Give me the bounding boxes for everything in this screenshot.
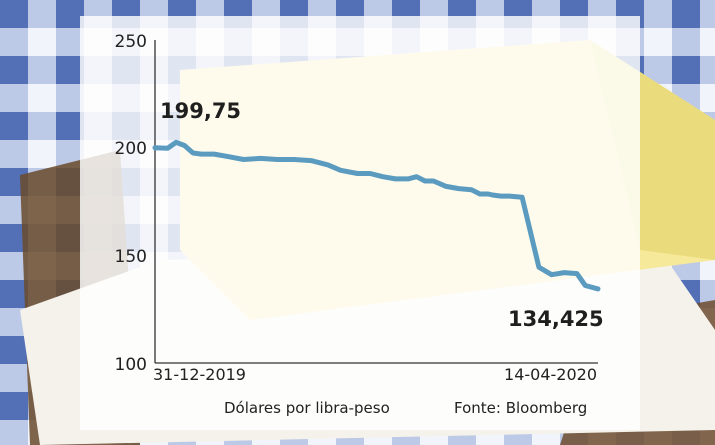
price-series-line bbox=[152, 139, 601, 292]
y-tick-label-200: 200 bbox=[115, 139, 147, 159]
x-tick-label-end: 14-04-2020 bbox=[504, 365, 597, 384]
y-tick-label-100: 100 bbox=[115, 355, 147, 375]
source-caption: Fonte: Bloomberg bbox=[454, 399, 587, 417]
chart-panel bbox=[80, 16, 640, 430]
end-value-label: 134,425 bbox=[508, 307, 604, 331]
x-tick-label-start: 31-12-2019 bbox=[153, 365, 246, 384]
y-tick-label-150: 150 bbox=[115, 247, 147, 267]
unit-caption: Dólares por libra-peso bbox=[224, 399, 390, 417]
y-tick-label-250: 250 bbox=[115, 32, 147, 52]
start-value-label: 199,75 bbox=[160, 99, 241, 123]
